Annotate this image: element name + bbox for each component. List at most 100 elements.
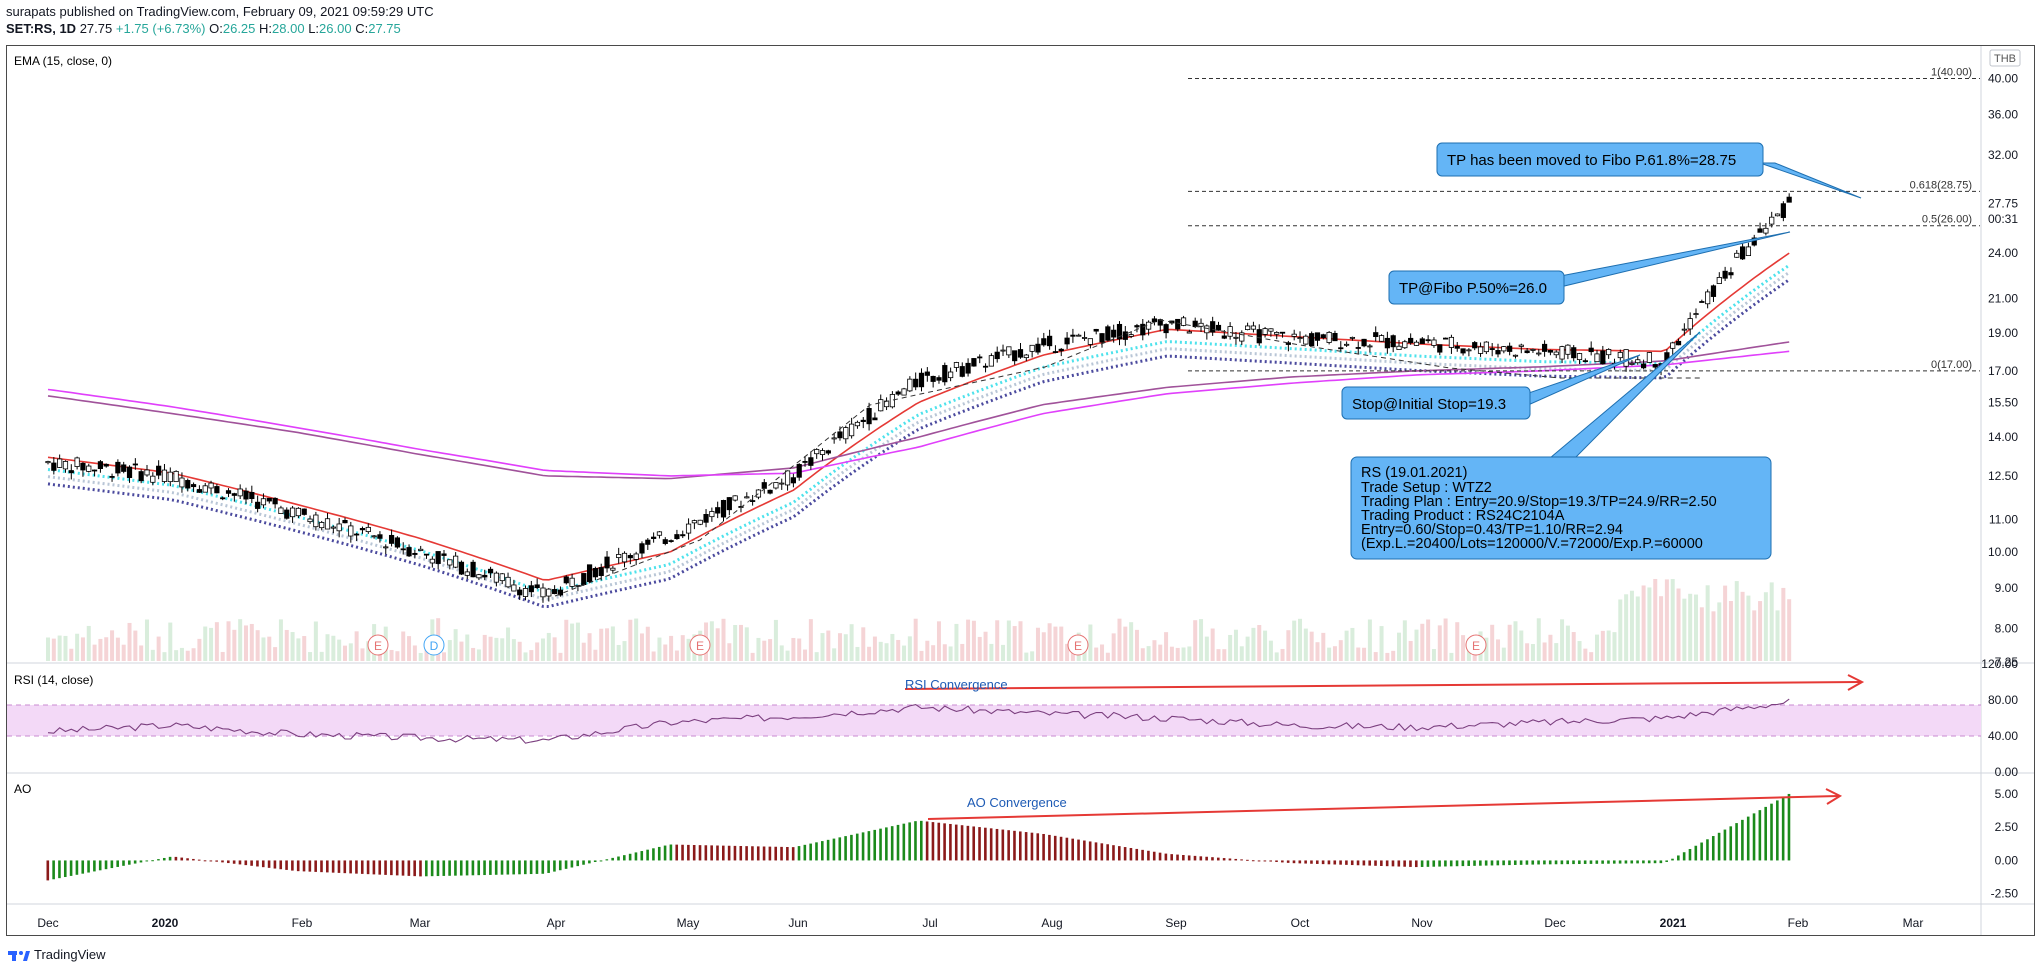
candle-body (971, 358, 977, 367)
ao-bar (1781, 797, 1785, 861)
ao-bar (1205, 856, 1208, 861)
volume-bar (459, 641, 464, 661)
candle-body (819, 450, 826, 455)
volume-bar (832, 648, 837, 661)
volume-bar (756, 637, 761, 661)
volume-bar (663, 644, 668, 661)
volume-bar (1111, 633, 1116, 661)
axes: 40.00 36.00 32.00 27.75 00:31 24.00 21.00 19.00… (37, 72, 2018, 930)
ao-bar (1508, 860, 1511, 866)
ao-bar (1548, 860, 1552, 865)
volume-bar (1682, 598, 1687, 661)
candle-body (1419, 338, 1425, 344)
volume-bar (325, 634, 330, 661)
volume-bar (779, 645, 784, 661)
candle-body (895, 391, 901, 395)
ao-bar (1147, 850, 1150, 861)
ao-convergence-line (927, 795, 1839, 820)
ao-convergence-arrow[interactable]: AO Convergence (927, 788, 1843, 820)
ao-bar (751, 846, 754, 861)
volume-bar (1041, 632, 1046, 661)
callout-tp-fibo-pointer (1549, 231, 1791, 289)
ao-bar (256, 860, 259, 867)
ao-bar (1117, 846, 1121, 861)
ao-bar (815, 842, 818, 861)
ao-bar (1717, 832, 1721, 861)
candle-body (1588, 347, 1594, 353)
fib-label-2: 0.5(26.00) (1922, 214, 1972, 226)
volume-bar (453, 629, 458, 661)
ema-indicator-label[interactable]: EMA (15, close, 0) (14, 54, 112, 68)
candle-body (51, 462, 57, 471)
author-name[interactable]: surapats (6, 4, 56, 19)
event-marker-1[interactable] (367, 634, 389, 656)
close-label: C: (355, 21, 369, 36)
ao-bar (1537, 860, 1540, 865)
ao-indicator-label[interactable]: AO (14, 782, 31, 796)
ao-bar (1123, 847, 1127, 861)
volume-bar (75, 633, 80, 661)
rsi-convergence-arrow[interactable]: RSI Convergence (904, 674, 1865, 692)
callout-tp-fibo[interactable]: TP@Fibo P.50%=26.0 (1388, 231, 1791, 305)
volume-bar (150, 649, 155, 661)
currency-label[interactable]: THB (1994, 53, 2016, 65)
tradingview-logo-icon (8, 950, 30, 961)
ao-bar (337, 860, 341, 873)
candle-body (1780, 203, 1786, 218)
ao-bar (896, 824, 900, 861)
event-marker-4[interactable] (1067, 634, 1089, 656)
ao-bar (727, 845, 731, 861)
ao-bar (826, 839, 830, 861)
volume-bar (669, 635, 674, 661)
ao-bar (617, 856, 620, 861)
candle-body (126, 466, 133, 478)
event-marker-3[interactable] (689, 634, 711, 656)
candle-body (1710, 285, 1717, 297)
ao-bar (1100, 843, 1104, 861)
volume-bar (1251, 627, 1256, 661)
volume-bar (267, 636, 272, 661)
callout-tp-moved[interactable]: TP has been moved to Fibo P.61.8%=28.75 (1436, 142, 1862, 199)
candle-body (1431, 339, 1437, 346)
candle-body (202, 485, 208, 493)
ao-bar (722, 845, 725, 861)
candle-body (220, 497, 226, 500)
rsi-indicator-label[interactable]: RSI (14, close) (14, 673, 93, 687)
ao-bar (1158, 852, 1162, 861)
candle-body (1344, 343, 1350, 346)
rsi-series (47, 698, 1790, 744)
event-marker-2[interactable] (423, 634, 445, 656)
volume-bar (1367, 619, 1372, 661)
rsi-tick-3: 0.00 (1995, 765, 2019, 779)
ao-bar (1024, 832, 1028, 861)
volume-bar (1327, 647, 1332, 661)
ao-bar (1595, 860, 1599, 864)
event-marker-5[interactable] (1465, 634, 1487, 656)
volume-bar (738, 624, 743, 661)
candle-body (831, 437, 837, 440)
candle-body (511, 584, 517, 592)
callout-trade-plan[interactable]: RS (19.01.2021) Trade Setup : WTZ2 Tradi… (1350, 331, 1772, 560)
ao-bar (1053, 835, 1057, 861)
candle-body (563, 576, 569, 584)
candle-body (377, 534, 383, 539)
fib-label-3: 0(17.00) (1931, 359, 1972, 371)
candle-body (1378, 335, 1385, 342)
ao-bar (1007, 830, 1010, 861)
volume-bar (773, 619, 778, 661)
symbol-label[interactable]: SET:RS, 1D (6, 21, 77, 36)
volume-bar (1449, 652, 1454, 661)
candle-body (295, 507, 302, 517)
ao-bar (547, 860, 550, 873)
candle-body (1309, 333, 1315, 347)
volume-bar (1065, 643, 1070, 661)
callout-stop[interactable]: Stop@Initial Stop=19.3 (1341, 354, 1641, 420)
tradingview-footer[interactable]: TradingView (8, 947, 106, 962)
volume-bar (360, 648, 365, 661)
volume-bar (744, 627, 749, 661)
ao-bar (890, 826, 894, 861)
open-value: 26.25 (222, 21, 256, 36)
event-marker-2-label: D (430, 639, 439, 653)
candle-body (400, 548, 406, 551)
